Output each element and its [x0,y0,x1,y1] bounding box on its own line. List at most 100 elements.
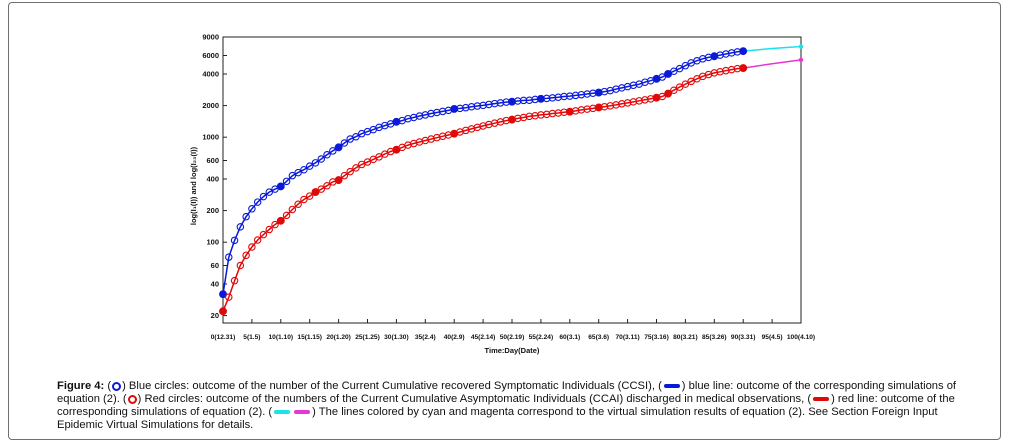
x-tick-label: 65(3.6) [588,334,609,341]
data-point-filled [565,107,574,116]
data-point-filled [664,89,673,98]
data-point-filled [392,117,401,126]
y-tick-label: 2000 [202,101,219,110]
data-point-filled [219,290,227,299]
data-point [248,243,256,251]
data-point [548,94,557,102]
x-tick-label: 5(1.5) [243,334,260,341]
data-point-filled [594,88,603,97]
axes [222,36,802,324]
data-point-filled [276,182,285,191]
data-point [514,97,522,105]
y-tick-label: 9000 [202,33,219,42]
y-tick-label: 600 [206,156,219,165]
data-point [675,83,684,91]
x-tick-label: 40(2.9) [444,334,465,341]
x-tick-label: 85(3.26) [702,334,727,341]
caption-text-1: ( [107,380,112,392]
data-point-filled [508,97,516,106]
data-point [346,167,354,176]
data-point [305,192,314,200]
data-point [323,181,331,190]
data-point [259,230,268,239]
y-ticks: 20 40 60 100 200 400 600 1000 2000 4000 6000 9000 [202,33,227,320]
data-point [294,200,302,208]
data-point [681,61,690,70]
chart: 20 40 60 100 200 400 600 1000 2000 4000 6000 9000 0… [189,33,815,356]
data-point [560,92,568,101]
data-point [259,192,268,201]
caption-text-2: ) Blue circles: outcome of the number of… [122,380,662,392]
caption-label: Figure 4: [57,380,105,392]
x-tick-label: 90(3.31) [731,334,756,341]
data-point [566,92,574,100]
data-point [282,177,291,186]
figure-frame [8,2,1001,440]
cyan-line-icon [274,410,291,415]
data-point [288,205,297,214]
series-lines [222,45,802,312]
series-line [743,59,802,69]
data-point [317,185,326,193]
data-point-filled [334,176,343,185]
x-tick-label: 95(4.5) [762,334,783,341]
data-point [317,155,326,163]
data-point-filled [219,307,227,316]
data-point [300,195,308,204]
magenta-line-icon [294,410,311,415]
data-point [329,147,337,155]
data-point-filled [652,93,661,102]
data-point [583,90,591,98]
x-tick-label: 80(3.21) [673,334,698,341]
data-point [577,106,586,114]
data-point [288,171,297,180]
data-point [658,73,667,81]
data-point [340,139,349,147]
series-endpoint [798,44,804,49]
data-point [490,99,499,108]
data-point [253,198,262,206]
data-point [236,261,245,270]
y-tick-label: 4000 [202,69,219,78]
data-point-filled [508,115,516,124]
data-point-filled [334,143,343,152]
data-point [537,111,545,119]
data-point [525,112,534,121]
x-tick-label: 50(2.19) [500,334,525,341]
y-tick-label: 20 [211,311,219,320]
caption-text-3: ) blue line: outcome of the correspondin… [57,380,957,405]
data-point [294,168,302,177]
data-point [236,223,245,231]
data-point [467,102,476,111]
y-tick-label: 40 [211,279,219,288]
data-point [583,105,591,113]
data-point [248,205,256,213]
data-point [305,162,314,170]
data-point [681,80,690,88]
series-points [219,44,804,316]
data-point-filled [276,216,285,225]
data-point [571,91,580,100]
data-point [352,132,360,141]
x-tick-label: 75(3.16) [644,334,669,341]
data-point [282,211,291,220]
data-point [311,159,320,167]
y-axis-label: log(I₁(I)) and log(I₂₃(I)) [189,146,198,225]
series-line [222,67,744,312]
data-point [265,188,273,196]
x-ticks: 0(12.31) 5(1.5) 10(1.10) 15(1.15) 20(1.20) 25… [211,319,815,341]
data-point-filled [311,188,320,197]
x-tick-label: 55(2.24) [529,334,554,341]
data-point [375,153,383,161]
figure-caption: Figure 4: ( ) Blue circles: outcome of th… [57,380,962,432]
data-point-filled [594,103,603,112]
data-point [519,96,528,105]
x-tick-label: 0(12.31) [211,334,236,341]
red-circle-icon [127,394,137,404]
x-tick-label: 60(3.1) [559,334,580,341]
caption-text-5: ) red line: outcome of the corresponding… [57,393,955,418]
y-tick-label: 400 [206,174,219,183]
data-point [473,102,482,110]
data-point-filled [536,94,545,103]
y-tick-label: 1000 [202,133,219,142]
